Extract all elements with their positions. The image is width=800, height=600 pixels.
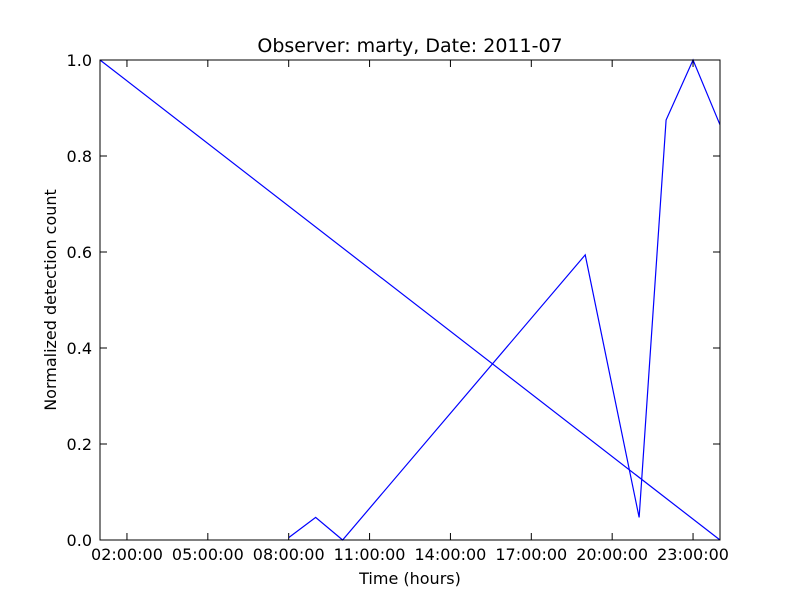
y-axis-label: Normalized detection count: [41, 189, 60, 411]
x-tick-label: 17:00:00: [495, 545, 567, 564]
y-tick-label: 0.2: [67, 435, 92, 454]
x-tick-label: 08:00:00: [253, 545, 325, 564]
series-line-1: [99, 59, 721, 541]
y-tick-label: 1.0: [67, 51, 92, 70]
y-tick-label: 0.6: [67, 243, 92, 262]
x-tick-label: 14:00:00: [415, 545, 487, 564]
x-tick-label: 05:00:00: [172, 545, 244, 564]
x-tick-label: 23:00:00: [657, 545, 729, 564]
x-tick-label: 20:00:00: [576, 545, 648, 564]
y-tick-label: 0.8: [67, 147, 92, 166]
y-tick-label: 0.0: [67, 531, 92, 550]
series-layer: [99, 58, 721, 541]
series-line-2: [288, 58, 721, 541]
x-tick-label: 02:00:00: [91, 545, 163, 564]
x-axis-label: Time (hours): [358, 569, 461, 588]
y-tick-label: 0.4: [67, 339, 92, 358]
plot-frame: [99, 59, 721, 541]
chart-title: Observer: marty, Date: 2011-07: [257, 35, 562, 57]
x-tick-label: 11:00:00: [334, 545, 406, 564]
tick-layer: 02:00:00 05:00:00 08:00:00 11:00:00 14:00:00…: [67, 51, 729, 564]
